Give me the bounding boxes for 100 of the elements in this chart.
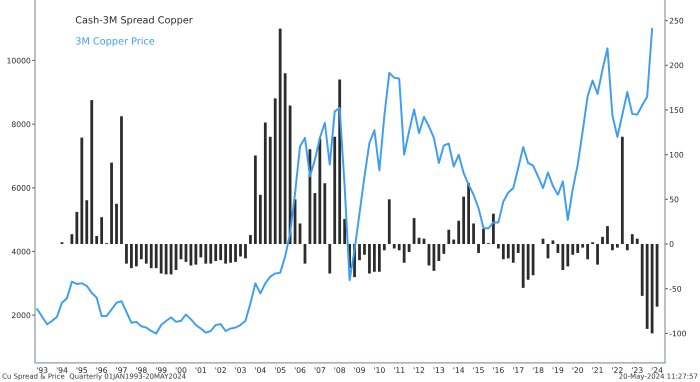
- bar: [447, 230, 450, 244]
- bar: [596, 244, 599, 265]
- bar: [120, 116, 123, 244]
- bar: [601, 236, 604, 244]
- bar: [442, 244, 446, 254]
- bar: [462, 196, 466, 244]
- bar: [314, 193, 316, 244]
- bar: [432, 244, 436, 271]
- bar: [392, 244, 396, 248]
- bar: [234, 244, 237, 262]
- bar: [467, 183, 470, 244]
- bar: [110, 162, 113, 244]
- bar: [412, 218, 416, 244]
- bar: [164, 244, 168, 274]
- bar: [75, 212, 78, 244]
- bar: [428, 244, 430, 266]
- bar: [170, 244, 172, 274]
- line-series: [36, 28, 654, 335]
- bar: [244, 244, 247, 258]
- bar: [224, 244, 228, 264]
- bar: [323, 183, 326, 244]
- bar: [556, 244, 560, 253]
- bar: [154, 244, 158, 268]
- text: Cash-3M Spread Copper: [76, 16, 193, 26]
- bar: [482, 228, 485, 244]
- bar: [125, 244, 128, 264]
- bar: [180, 244, 182, 260]
- bar: [422, 238, 426, 244]
- bar: [630, 234, 634, 244]
- bar: [606, 226, 609, 244]
- bar: [268, 136, 272, 244]
- bar: [239, 244, 242, 257]
- bar: [249, 235, 252, 244]
- bar: [278, 28, 282, 244]
- text: 3M Copper Price: [76, 37, 154, 46]
- bar: [656, 244, 658, 307]
- bar: [304, 244, 306, 264]
- bar: [382, 244, 386, 250]
- bar: [398, 244, 401, 250]
- bar: [576, 244, 580, 253]
- bar: [561, 244, 564, 270]
- bar: [190, 244, 192, 266]
- bar: [80, 138, 84, 244]
- bar: [611, 244, 614, 250]
- bar: [526, 244, 530, 280]
- bar: [194, 244, 198, 265]
- bar: [388, 199, 391, 244]
- bar: [522, 244, 525, 288]
- bar: [640, 244, 644, 296]
- bar: [115, 204, 118, 244]
- bar: [95, 236, 98, 244]
- bar: [368, 244, 371, 274]
- bar: [358, 244, 361, 260]
- bar: [229, 244, 232, 263]
- bar: [452, 240, 456, 244]
- bar: [646, 244, 649, 329]
- bar: [626, 244, 629, 250]
- bar: [408, 244, 410, 252]
- bar: [254, 156, 257, 244]
- bar: [288, 105, 292, 244]
- bar: [546, 244, 550, 258]
- bar: [274, 98, 277, 244]
- bar: [516, 244, 520, 253]
- bar: [492, 214, 495, 244]
- bar: [298, 223, 302, 244]
- bar: [174, 244, 178, 270]
- bar: [258, 194, 262, 244]
- bar: [150, 244, 153, 268]
- bar: [214, 244, 218, 261]
- bar: [636, 238, 639, 244]
- bar: [328, 244, 332, 274]
- bar: [437, 244, 440, 261]
- bar: [418, 238, 420, 244]
- bar: [294, 199, 296, 244]
- bar: [130, 244, 133, 268]
- bar: [496, 244, 500, 248]
- bar: [363, 244, 366, 255]
- bar: [506, 244, 510, 258]
- bar: [402, 244, 406, 263]
- bar: [264, 122, 267, 244]
- bar: [160, 244, 163, 274]
- bar: [373, 244, 376, 272]
- bar: [532, 244, 534, 276]
- bar: [100, 217, 104, 244]
- bar: [284, 73, 287, 244]
- bar: [472, 223, 475, 244]
- bar: [566, 244, 570, 266]
- bar: [616, 244, 619, 248]
- bar: [70, 234, 74, 244]
- bar: [542, 238, 544, 244]
- bar: [90, 100, 94, 244]
- bar: [512, 244, 515, 263]
- bar: [650, 244, 654, 334]
- bar: [134, 244, 138, 266]
- bar: [477, 244, 480, 253]
- bar: [333, 136, 336, 244]
- bar: [552, 240, 554, 244]
- bar: [85, 200, 88, 244]
- bar: [199, 244, 202, 258]
- bar: [184, 244, 188, 262]
